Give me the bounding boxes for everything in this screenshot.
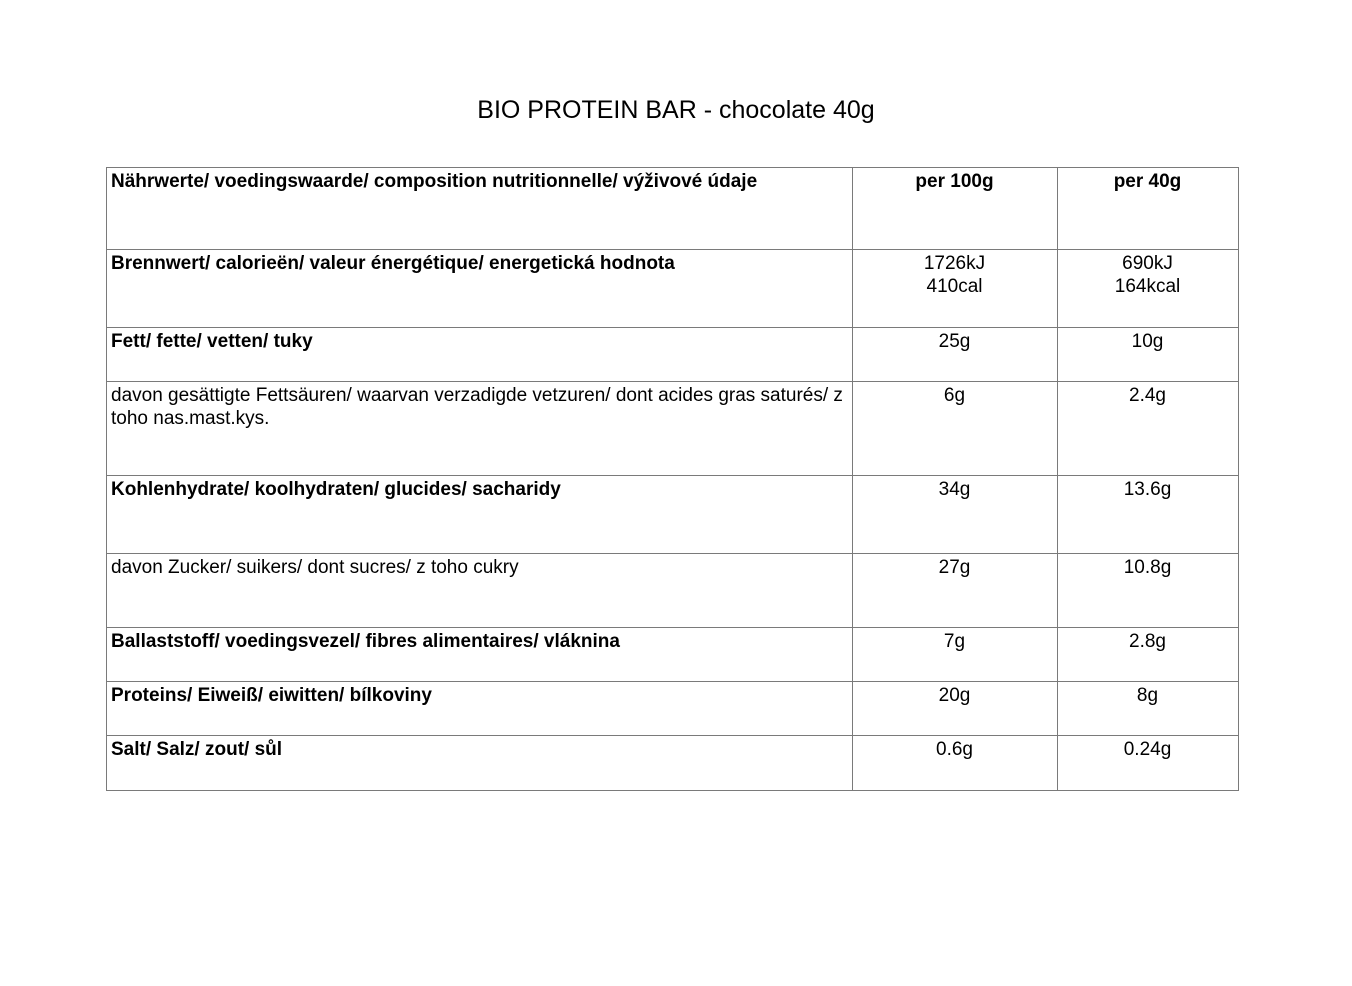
table-row-carbohydrates: Kohlenhydrate/ koolhydraten/ glucides/ s…	[106, 475, 1239, 554]
table-header-row: Nährwerte/ voedingswaarde/ composition n…	[106, 167, 1239, 250]
table-row-fiber: Ballaststoff/ voedingsvezel/ fibres alim…	[106, 627, 1239, 682]
carbohydrates-per-100g: 34g	[852, 475, 1058, 554]
header-per-40g: per 40g	[1057, 167, 1239, 250]
table-row-salt: Salt/ Salz/ zout/ sůl 0.6g 0.24g	[106, 735, 1239, 791]
salt-per-40g: 0.24g	[1057, 735, 1239, 791]
energy-label: Brennwert/ calorieën/ valeur énergétique…	[106, 249, 853, 328]
fat-label: Fett/ fette/ vetten/ tuky	[106, 327, 853, 382]
carbohydrates-per-40g: 13.6g	[1057, 475, 1239, 554]
fiber-per-100g: 7g	[852, 627, 1058, 682]
table-row-saturated-fat: davon gesättigte Fettsäuren/ waarvan ver…	[106, 381, 1239, 476]
saturated-fat-per-40g: 2.4g	[1057, 381, 1239, 476]
energy-per-40g: 690kJ 164kcal	[1057, 249, 1239, 328]
sugars-per-100g: 27g	[852, 553, 1058, 628]
header-per-100g: per 100g	[852, 167, 1058, 250]
protein-per-100g: 20g	[852, 681, 1058, 736]
header-nutrient-column-label: Nährwerte/ voedingswaarde/ composition n…	[106, 167, 853, 250]
page-title: BIO PROTEIN BAR - chocolate 40g	[477, 96, 875, 124]
table-row-fat: Fett/ fette/ vetten/ tuky 25g 10g	[106, 327, 1239, 382]
protein-label: Proteins/ Eiweiß/ eiwitten/ bílkoviny	[106, 681, 853, 736]
table-row-energy: Brennwert/ calorieën/ valeur énergétique…	[106, 249, 1239, 328]
energy-per-100g: 1726kJ 410cal	[852, 249, 1058, 328]
protein-per-40g: 8g	[1057, 681, 1239, 736]
sugars-per-40g: 10.8g	[1057, 553, 1239, 628]
salt-per-100g: 0.6g	[852, 735, 1058, 791]
fat-per-40g: 10g	[1057, 327, 1239, 382]
saturated-fat-per-100g: 6g	[852, 381, 1058, 476]
nutrition-table: Nährwerte/ voedingswaarde/ composition n…	[106, 167, 1239, 791]
fiber-label: Ballaststoff/ voedingsvezel/ fibres alim…	[106, 627, 853, 682]
salt-label: Salt/ Salz/ zout/ sůl	[106, 735, 853, 791]
table-row-protein: Proteins/ Eiweiß/ eiwitten/ bílkoviny 20…	[106, 681, 1239, 736]
sugars-label: davon Zucker/ suikers/ dont sucres/ z to…	[106, 553, 853, 628]
fiber-per-40g: 2.8g	[1057, 627, 1239, 682]
carbohydrates-label: Kohlenhydrate/ koolhydraten/ glucides/ s…	[106, 475, 853, 554]
fat-per-100g: 25g	[852, 327, 1058, 382]
saturated-fat-label: davon gesättigte Fettsäuren/ waarvan ver…	[106, 381, 853, 476]
table-row-sugars: davon Zucker/ suikers/ dont sucres/ z to…	[106, 553, 1239, 628]
